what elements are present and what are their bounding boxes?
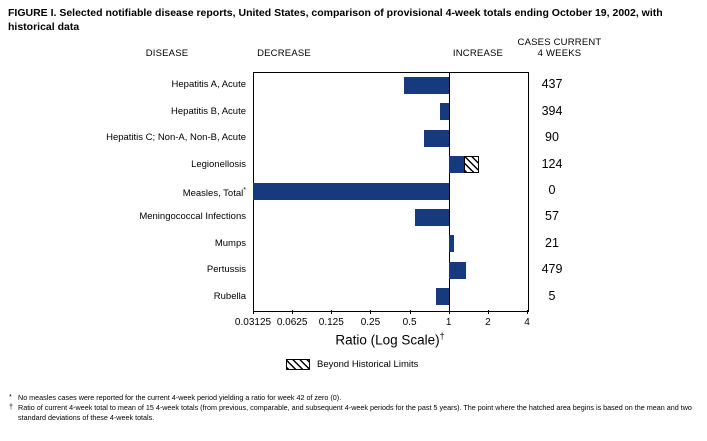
column-header-decrease: DECREASE bbox=[257, 48, 311, 59]
ratio-bar bbox=[448, 156, 464, 174]
disease-label: Meningococcal Infections bbox=[139, 211, 246, 223]
ratio-bar bbox=[424, 129, 449, 147]
beyond-limits-hatch-swatch bbox=[286, 359, 310, 370]
axis-tick-label: 0.125 bbox=[318, 317, 344, 328]
figure-title: FIGURE I. Selected notifiable disease re… bbox=[8, 7, 663, 34]
axis-tick-label: 0.0625 bbox=[276, 317, 308, 328]
disease-footnote-marker: * bbox=[243, 187, 246, 194]
case-count: 0 bbox=[548, 183, 556, 197]
disease-label: Hepatitis C; Non-A, Non-B, Acute bbox=[106, 132, 246, 144]
legend-label: Beyond Historical Limits bbox=[317, 359, 419, 370]
axis-tick bbox=[448, 310, 450, 314]
case-count: 437 bbox=[541, 77, 563, 92]
disease-label: Pertussis bbox=[206, 264, 246, 276]
footnote: † Ratio of current 4-week total to mean o… bbox=[8, 401, 702, 422]
footnotes: * No measles cases were reported for the … bbox=[8, 391, 702, 423]
ratio-bar bbox=[403, 76, 449, 94]
baseline-ratio-1 bbox=[448, 72, 450, 310]
ratio-bar bbox=[436, 288, 449, 306]
footnote: * No measles cases were reported for the … bbox=[8, 391, 702, 403]
case-count: 5 bbox=[548, 288, 556, 303]
axis-tick-label: 0.25 bbox=[360, 317, 381, 328]
axis-tick bbox=[527, 310, 528, 314]
axis-tick-label: 4 bbox=[524, 317, 530, 328]
disease-label: Legionellosis bbox=[191, 158, 246, 170]
legend: Beyond Historical Limits bbox=[286, 359, 418, 370]
case-count: 394 bbox=[541, 103, 563, 118]
ratio-bar bbox=[414, 208, 449, 226]
axis-tick bbox=[409, 310, 411, 314]
axis-tick-label: 2 bbox=[485, 317, 491, 328]
beyond-limits-segment bbox=[463, 156, 479, 174]
disease-label: Hepatitis B, Acute bbox=[171, 105, 246, 117]
axis-tick-label: 1 bbox=[445, 317, 452, 328]
footnote-marker: * bbox=[9, 391, 12, 401]
disease-label: Measles, Total* bbox=[182, 187, 246, 200]
x-axis-label: Ratio (Log Scale)† bbox=[253, 331, 527, 348]
column-header-cases-line2: 4 WEEKS bbox=[537, 47, 582, 59]
axis-tick bbox=[253, 310, 254, 314]
case-count: 124 bbox=[541, 156, 563, 171]
axis-tick bbox=[487, 310, 489, 314]
case-count: 479 bbox=[541, 262, 563, 277]
column-header-cases-line1: CASES CURRENT bbox=[517, 37, 602, 48]
case-count: 57 bbox=[545, 209, 559, 224]
case-count: 21 bbox=[545, 235, 559, 250]
x-axis-label-text: Ratio (Log Scale) bbox=[335, 332, 440, 348]
disease-label: Rubella bbox=[213, 290, 246, 302]
ratio-bar bbox=[448, 235, 455, 253]
axis-tick-label: 0.5 bbox=[402, 317, 417, 328]
ratio-bar bbox=[439, 103, 449, 121]
disease-label: Mumps bbox=[214, 237, 246, 249]
x-axis-label-dagger-marker: † bbox=[439, 331, 445, 341]
axis-tick bbox=[292, 310, 294, 314]
column-header-disease: DISEASE bbox=[145, 48, 189, 59]
footnote-text: Ratio of current 4-week total to mean of… bbox=[18, 403, 692, 422]
axis-tick-label: 0.03125 bbox=[234, 317, 272, 328]
ratio-bar bbox=[448, 261, 466, 279]
axis-tick bbox=[370, 310, 372, 314]
column-header-cases: CASES CURRENT 4 WEEKS bbox=[512, 37, 607, 59]
column-header-increase: INCREASE bbox=[452, 48, 504, 59]
disease-label: Hepatitis A, Acute bbox=[171, 79, 246, 91]
footnote-marker: † bbox=[9, 401, 13, 411]
ratio-bar bbox=[253, 182, 449, 200]
footnote-text: No measles cases were reported for the c… bbox=[18, 393, 342, 402]
axis-tick bbox=[331, 310, 333, 314]
case-count: 90 bbox=[545, 130, 559, 145]
